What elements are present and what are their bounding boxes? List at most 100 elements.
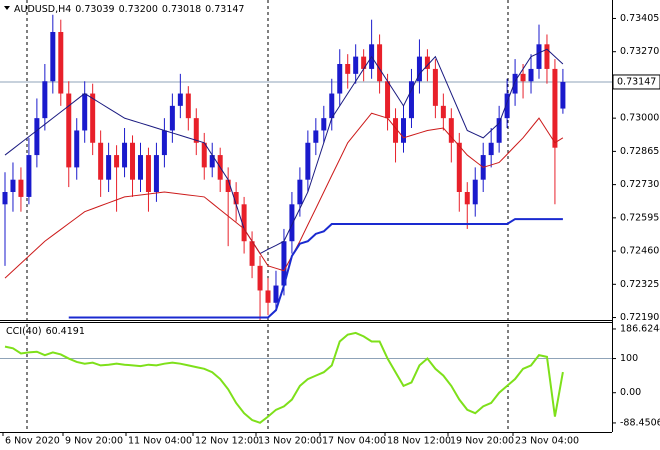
- candle-body: [2, 192, 8, 205]
- close-label: 0.73147: [205, 4, 244, 15]
- candle-body: [416, 56, 422, 82]
- y-tick-label: 0.72190: [620, 312, 659, 323]
- candle-body: [249, 241, 255, 266]
- y-tick-label: 0.72865: [620, 146, 659, 157]
- candle-body: [401, 118, 406, 143]
- cci-tick-label: 186.6244: [620, 323, 660, 334]
- candle-body: [50, 32, 56, 82]
- cci-header: CCI(40) 60.4191: [6, 326, 85, 337]
- cci-line: [4, 331, 564, 424]
- candle-body: [34, 118, 40, 156]
- candle-body: [496, 118, 502, 143]
- candle-body: [536, 44, 542, 69]
- candle-body: [408, 81, 414, 119]
- candle-body: [161, 130, 167, 156]
- candle-body: [361, 56, 367, 69]
- candle-body: [90, 93, 96, 143]
- candle-body: [58, 32, 64, 94]
- candle-body: [552, 68, 558, 148]
- y-tick-label: 0.72730: [620, 179, 659, 190]
- candle-body: [169, 105, 175, 131]
- y-tick-label: 0.72325: [620, 279, 659, 290]
- candle-body: [106, 155, 112, 180]
- candle-body: [472, 179, 478, 205]
- candle-body: [241, 204, 247, 242]
- candle-body: [393, 118, 399, 143]
- x-tick-label: 19 Nov 20:00: [450, 436, 514, 447]
- candle-body: [432, 68, 438, 106]
- high-label: 0.73200: [119, 4, 158, 15]
- candle-body: [82, 93, 88, 131]
- candle-body: [10, 179, 16, 192]
- x-tick-label: 11 Nov 04:00: [128, 436, 192, 447]
- indicator-line: [4, 48, 564, 255]
- candle-body: [74, 130, 80, 168]
- candle-body: [209, 155, 215, 168]
- candle-body: [233, 192, 239, 205]
- candle-body: [18, 179, 24, 197]
- indicator-line: [4, 112, 564, 279]
- candle-body: [98, 142, 104, 180]
- candle-body: [130, 142, 136, 180]
- candle-body: [440, 105, 446, 119]
- candle-body: [225, 179, 231, 192]
- symbol: AUDUSD,H4: [14, 4, 71, 15]
- candle-body: [504, 93, 510, 119]
- cci-name: CCI(40): [6, 326, 42, 337]
- candle-body: [321, 118, 327, 131]
- candle-body: [456, 142, 462, 192]
- candle-body: [265, 290, 271, 303]
- candle-body: [145, 155, 151, 192]
- x-tick-label: 17 Nov 04:00: [322, 436, 386, 447]
- y-tick-label: 0.73405: [620, 13, 659, 24]
- candle-body: [313, 130, 319, 143]
- candle-body: [377, 44, 383, 82]
- current-price-label: 0.73147: [617, 76, 656, 87]
- y-tick-label: 0.72460: [620, 246, 659, 257]
- candle-body: [520, 73, 526, 82]
- candle-body: [448, 118, 454, 143]
- candle-body: [26, 155, 32, 197]
- menu-arrow: [4, 6, 10, 10]
- x-tick-label: 18 Nov 12:00: [387, 436, 451, 447]
- y-tick-label: 0.72595: [620, 212, 659, 223]
- candle-body: [528, 68, 534, 82]
- candle-body: [385, 81, 391, 119]
- header: AUDUSD,H4 0.73039 0.73200 0.73018 0.73147: [14, 4, 244, 15]
- candle-body: [42, 81, 48, 119]
- candle-body: [512, 73, 518, 94]
- frame: [0, 0, 613, 433]
- x-tick-label: 13 Nov 20:00: [258, 436, 322, 447]
- candle-body: [464, 192, 470, 205]
- candle-body: [137, 155, 143, 180]
- candle-body: [122, 142, 128, 168]
- candle-body: [193, 118, 199, 143]
- y-tick-label: 0.73000: [620, 113, 659, 124]
- candle-body: [560, 81, 566, 109]
- candle-body: [337, 64, 343, 94]
- x-tick-label: 23 Nov 04:00: [515, 436, 579, 447]
- cci-tick-label: 100: [620, 353, 638, 364]
- candle-body: [153, 155, 159, 192]
- candle-body: [66, 93, 72, 168]
- open-label: 0.73039: [75, 4, 114, 15]
- current-price-box: [612, 74, 660, 90]
- cci-tick-label: -88.4506: [620, 417, 660, 428]
- cci-tick-label: 0.00: [620, 387, 641, 398]
- candle-body: [201, 142, 207, 168]
- candle-body: [488, 142, 494, 156]
- y-tick-label: 0.73270: [620, 46, 659, 57]
- candle-body: [281, 241, 287, 286]
- candle-body: [289, 204, 295, 242]
- candle-body: [257, 265, 263, 291]
- candle-body: [273, 285, 279, 303]
- x-tick-label: 9 Nov 20:00: [65, 436, 123, 447]
- candle-body: [424, 56, 430, 69]
- indicator-line: [68, 218, 563, 319]
- candle-body: [305, 142, 311, 180]
- candle-body: [329, 93, 335, 119]
- candle-body: [177, 93, 183, 106]
- x-tick-label: 6 Nov 2020: [5, 436, 60, 447]
- day-separators: [26, 0, 509, 432]
